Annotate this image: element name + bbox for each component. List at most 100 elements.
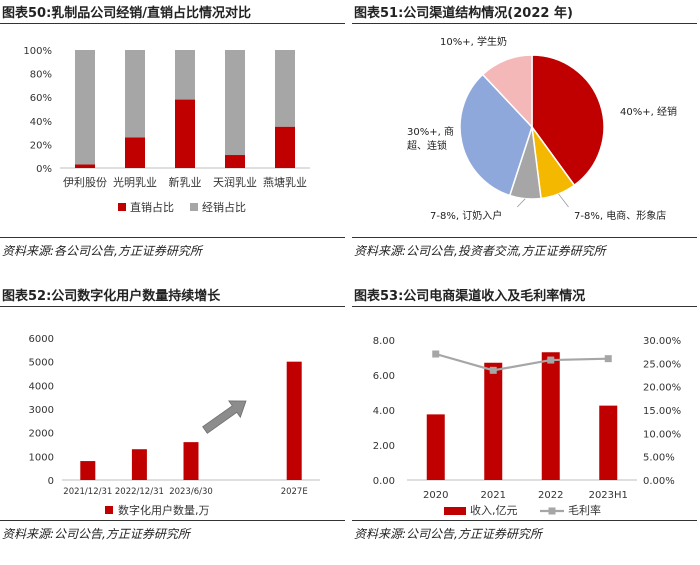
chart53-bar xyxy=(484,362,503,480)
chart50-legend-swatch xyxy=(190,203,198,211)
chart51-slice xyxy=(459,73,533,197)
chart50-y-tick-label: 40% xyxy=(30,117,52,128)
chart50-y-tick-label: 60% xyxy=(30,93,52,104)
chart50-svg: 0% 20% 40% 60% 80% 100% 伊利股份 光明乳业 新乳业 天润乳业 燕塘乳业直销占… xyxy=(23,46,310,214)
chart50-source-rule xyxy=(0,237,345,238)
chart53-legend-swatch-bar xyxy=(444,507,466,515)
chart53-line-marker xyxy=(432,350,440,358)
chart51-leader-line xyxy=(516,198,526,208)
chart50-legend-label: 直销占比 xyxy=(130,200,174,214)
chart53-y-left-tick-label: 2.00 xyxy=(373,441,395,452)
chart53-bar xyxy=(426,414,445,480)
chart52-source: 资料来源:公司公告,方正证券研究所 xyxy=(2,527,190,541)
chart53-bar xyxy=(541,352,560,480)
chart50-x-tick-label: 新乳业 xyxy=(169,175,202,189)
chart52-y-tick-label: 6000 xyxy=(29,334,54,345)
chart53-line-marker xyxy=(604,355,612,363)
chart50-title: 图表50:乳制品公司经销/直销占比情况对比 xyxy=(2,6,252,21)
chart53-y-right-tick-label: 10.00% xyxy=(643,429,681,440)
chart50-source: 资料来源:各公司公告,方正证券研究所 xyxy=(2,244,202,258)
chart53-line-marker xyxy=(489,366,497,374)
chart50-bar-dealer xyxy=(175,50,195,100)
chart53-x-tick-label: 2022 xyxy=(538,490,563,501)
chart50-x-tick-label: 燕塘乳业 xyxy=(263,175,307,189)
chart50-title-rule xyxy=(0,23,345,24)
chart52-y-tick-label: 3000 xyxy=(29,405,54,416)
chart51-slice-label: 7-8%, 电商、形象店 xyxy=(574,209,666,222)
chart50-x-tick-label: 伊利股份 xyxy=(63,176,107,189)
chart53-source: 资料来源:公司公告,方正证券研究所 xyxy=(354,527,542,541)
chart51-slice-label: 40%+, 经销 xyxy=(620,105,677,118)
chart50-bar-direct xyxy=(225,155,245,168)
chart52-x-tick-label: 2021/12/31 xyxy=(63,487,112,497)
chart51-slice xyxy=(481,54,533,129)
chart52-title: 图表52:公司数字化用户数量持续增长 xyxy=(2,289,221,304)
chart52-y-tick-label: 2000 xyxy=(29,429,54,440)
chart51-leader-line xyxy=(558,193,569,208)
chart53-x-tick-label: 2021 xyxy=(481,490,506,501)
chart50-y-tick-label: 20% xyxy=(30,140,52,151)
chart51-slice-label: 7-8%, 订奶入户 xyxy=(430,209,502,222)
chart52-bar xyxy=(286,361,302,480)
chart51-source-rule xyxy=(352,237,697,238)
chart53-line xyxy=(435,352,609,372)
chart52-bar xyxy=(131,449,147,480)
chart53-title: 图表53:公司电商渠道收入及毛利率情况 xyxy=(354,289,586,304)
chart53-bar xyxy=(599,405,618,480)
chart50-y-tick-label: 0% xyxy=(36,164,52,175)
chart51-slice-label: 超、连锁 xyxy=(407,139,447,152)
chart52-source-rule xyxy=(0,520,345,521)
chart53-x-tick-label: 2023H1 xyxy=(589,490,628,501)
chart50-bar-dealer xyxy=(275,50,295,127)
chart50-y-tick-label: 100% xyxy=(23,46,52,57)
chart51-slice xyxy=(531,54,605,187)
chart52-x-tick-label: 2023/6/30 xyxy=(169,487,213,497)
chart53-legend-label: 毛利率 xyxy=(568,503,601,517)
chart53-line-marker xyxy=(547,356,555,364)
chart50-bar-direct xyxy=(125,137,145,168)
chart53-y-right-tick-label: 5.00% xyxy=(643,453,675,464)
chart53-x-tick-label: 2020 xyxy=(423,490,448,501)
chart53-legend-label: 收入,亿元 xyxy=(470,503,518,517)
chart53-y-right-tick-label: 30.00% xyxy=(643,336,681,347)
chart50-legend-label: 经销占比 xyxy=(202,200,246,214)
chart53-y-left-tick-label: 6.00 xyxy=(373,371,395,382)
chart50-bar-dealer xyxy=(225,50,245,156)
chart52-y-tick-label: 5000 xyxy=(29,358,54,369)
chart51-slice-label: 10%+, 学生奶 xyxy=(440,35,507,48)
chart53-legend-swatch-marker xyxy=(548,507,556,515)
chart51-slice-label: 30%+, 商 xyxy=(407,125,454,138)
chart50-bar-direct xyxy=(75,164,95,168)
chart53-svg: 0.00 2.00 4.00 6.00 8.00 0.00% 5.00% 10.00% 15.0… xyxy=(373,336,681,517)
chart52-legend-label: 数字化用户数量,万 xyxy=(118,503,210,517)
chart51-title-rule xyxy=(352,23,697,24)
chart53-y-right-tick-label: 20.00% xyxy=(643,383,681,394)
chart50-bar-dealer xyxy=(125,50,145,138)
chart51-title: 图表51:公司渠道结构情况(2022 年) xyxy=(354,6,573,21)
chart51-source: 资料来源:公司公告,投资者交流,方正证券研究所 xyxy=(354,244,606,258)
chart50-bar-direct xyxy=(175,99,195,168)
chart50-y-tick-label: 80% xyxy=(30,70,52,81)
chart50-x-tick-label: 天润乳业 xyxy=(213,175,257,189)
chart53-y-right-tick-label: 0.00% xyxy=(643,476,675,487)
chart52-arrow-shape xyxy=(202,400,247,434)
chart53-title-rule xyxy=(352,306,697,307)
chart52-y-tick-label: 0 xyxy=(48,476,54,487)
chart50-x-tick-label: 光明乳业 xyxy=(113,175,157,189)
chart52-y-tick-label: 1000 xyxy=(29,452,54,463)
chart53-source-rule xyxy=(352,520,697,521)
chart52-growth-arrow xyxy=(202,400,247,434)
chart52-bar xyxy=(80,461,96,480)
chart52-title-rule xyxy=(0,306,345,307)
chart53-y-left-tick-label: 4.00 xyxy=(373,406,395,417)
chart51-svg: 40%+, 经销 7-8%, 电商、形象店 7-8%, 订奶入户 30%+, 商超、连… xyxy=(407,35,677,222)
chart53-y-left-tick-label: 0.00 xyxy=(373,476,395,487)
chart53-y-right-tick-label: 15.00% xyxy=(643,406,681,417)
chart50-legend-swatch xyxy=(118,203,126,211)
chart53-y-right-tick-label: 25.00% xyxy=(643,359,681,370)
chart50-bar-dealer xyxy=(75,50,95,165)
chart52-y-tick-label: 4000 xyxy=(29,381,54,392)
chart52-x-tick-label: 2027E xyxy=(281,487,308,497)
chart52-bar xyxy=(183,442,199,480)
chart52-svg: 0 1000 2000 3000 4000 5000 6000 2021/12/31 2022/… xyxy=(29,334,320,517)
